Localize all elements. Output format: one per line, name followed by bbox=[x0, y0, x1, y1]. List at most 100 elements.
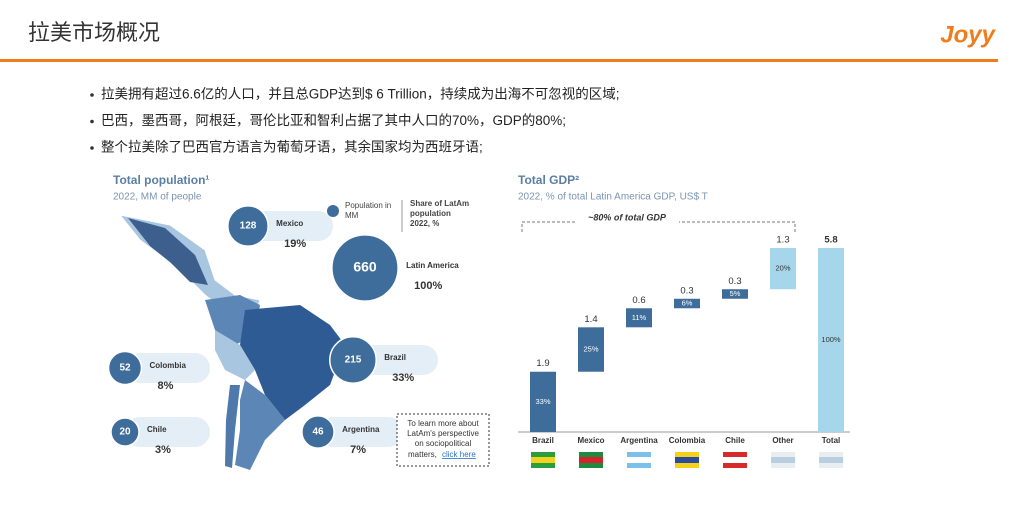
population-bubble bbox=[329, 336, 377, 384]
population-bubble bbox=[227, 205, 269, 247]
logo: Joyy bbox=[940, 21, 996, 48]
flag-stripe bbox=[531, 457, 555, 463]
bar bbox=[674, 298, 700, 309]
population-bubble bbox=[331, 234, 399, 302]
region-name: Colombia bbox=[149, 361, 186, 370]
population-value: 128 bbox=[240, 221, 257, 232]
map-argentina bbox=[235, 380, 285, 470]
category-label: Mexico bbox=[577, 436, 604, 445]
legend-share: population bbox=[410, 209, 451, 218]
legend-share: Share of LatAm bbox=[410, 199, 469, 208]
bullet-list: 拉美拥有超过6.6亿的人口，并且总GDP达到$ 6 Trillion，持续成为出… bbox=[90, 87, 620, 155]
region-share: 100% bbox=[414, 280, 442, 292]
region-share: 7% bbox=[350, 444, 366, 456]
bullet-dot bbox=[90, 146, 94, 150]
legend-population: Population in bbox=[345, 201, 391, 210]
category-label: Other bbox=[772, 436, 793, 445]
map-peru bbox=[215, 330, 255, 380]
bar bbox=[530, 371, 556, 432]
region-name: Latin America bbox=[406, 261, 459, 270]
value-label: 1.9 bbox=[536, 358, 549, 369]
flag-stripe bbox=[627, 457, 651, 463]
bullet-text: 巴西，墨西哥，阿根廷，哥伦比亚和智利占据了其中人口的70%，GDP的80%; bbox=[101, 113, 566, 128]
chart-title: Total GDP² bbox=[518, 173, 579, 187]
share-label: 100% bbox=[821, 335, 841, 344]
note-line: on sociopolitical bbox=[415, 439, 472, 448]
legend-dot bbox=[327, 205, 339, 217]
header-rule bbox=[0, 59, 998, 62]
share-label: 25% bbox=[583, 345, 598, 354]
region-share: 8% bbox=[157, 380, 173, 392]
legend-share: 2022, % bbox=[410, 219, 439, 228]
map-chile bbox=[225, 385, 240, 468]
category-label: Chile bbox=[725, 436, 745, 445]
bar bbox=[818, 248, 844, 432]
value-label: 0.3 bbox=[680, 285, 693, 296]
category-label: Argentina bbox=[620, 436, 658, 445]
bar bbox=[770, 248, 796, 290]
note-box bbox=[396, 413, 490, 467]
bullet-dot bbox=[90, 93, 94, 97]
region-share: 19% bbox=[284, 238, 306, 250]
population-value: 20 bbox=[119, 427, 131, 438]
region-share: 3% bbox=[155, 444, 171, 456]
legend-population: MM bbox=[345, 211, 359, 220]
slide-title: 拉美市场概况 bbox=[28, 20, 160, 45]
chart-subtitle: 2022, % of total Latin America GDP, US$ … bbox=[518, 192, 708, 203]
category-label: Colombia bbox=[669, 436, 706, 445]
region-name: Mexico bbox=[276, 219, 303, 228]
note-line: matters, bbox=[408, 450, 437, 459]
map-mexico bbox=[128, 218, 208, 285]
region-name: Argentina bbox=[342, 425, 380, 434]
flag-stripe bbox=[819, 457, 843, 463]
annotation: ~80% of total GDP bbox=[588, 212, 667, 222]
population-value: 52 bbox=[119, 363, 131, 374]
bullet-text: 拉美拥有超过6.6亿的人口，并且总GDP达到$ 6 Trillion，持续成为出… bbox=[101, 87, 620, 102]
region-bubbles: 128 Mexico 19% 660 Latin America 100% 215 Brazi… bbox=[107, 205, 459, 456]
annotation-bg bbox=[575, 212, 679, 224]
bar bbox=[626, 308, 652, 328]
label-pill bbox=[318, 417, 403, 447]
panel-title: Total population¹ bbox=[113, 173, 209, 187]
note-line: To learn more about bbox=[407, 419, 479, 428]
share-label: 11% bbox=[632, 313, 647, 322]
region-name: Brazil bbox=[384, 353, 406, 362]
flag-stripe bbox=[771, 457, 795, 463]
population-value: 46 bbox=[312, 427, 324, 438]
flag-stripe bbox=[723, 457, 747, 463]
gdp-chart: Total GDP² 2022, % of total Latin Americ… bbox=[518, 173, 850, 468]
category-label: Total bbox=[822, 436, 841, 445]
share-label: 20% bbox=[775, 264, 790, 273]
population-bubble bbox=[110, 417, 140, 447]
population-bubble bbox=[301, 415, 335, 449]
share-label: 5% bbox=[730, 289, 741, 298]
population-value: 215 bbox=[345, 355, 362, 366]
population-panel: Total population¹ 2022, MM of people 128… bbox=[107, 173, 490, 470]
value-label: 1.3 bbox=[776, 235, 789, 246]
category-label: Brazil bbox=[532, 436, 554, 445]
value-label: 0.6 bbox=[632, 295, 645, 306]
bullet-text: 整个拉美除了巴西官方语言为葡萄牙语，其余国家均为西班牙语; bbox=[101, 139, 483, 155]
bullet-dot bbox=[90, 119, 94, 124]
bar bbox=[578, 327, 604, 372]
flag-stripe bbox=[675, 457, 699, 463]
label-pill bbox=[125, 417, 210, 447]
value-label: 0.3 bbox=[728, 276, 741, 287]
note-link[interactable]: click here bbox=[442, 450, 476, 459]
population-value: 660 bbox=[353, 259, 377, 275]
population-bubble bbox=[107, 350, 143, 386]
map bbox=[118, 214, 345, 470]
panel-subtitle: 2022, MM of people bbox=[113, 192, 202, 203]
region-name: Chile bbox=[147, 425, 167, 434]
note-line: LatAm's perspective bbox=[407, 429, 479, 438]
label-pill bbox=[125, 353, 210, 383]
value-label: 1.4 bbox=[584, 314, 597, 325]
map-brazil bbox=[240, 305, 345, 420]
flag-stripe bbox=[579, 457, 603, 463]
share-label: 33% bbox=[535, 397, 550, 406]
bar bbox=[722, 289, 748, 299]
label-pill bbox=[248, 211, 333, 241]
value-label: 5.8 bbox=[824, 235, 837, 246]
region-share: 33% bbox=[392, 372, 414, 384]
